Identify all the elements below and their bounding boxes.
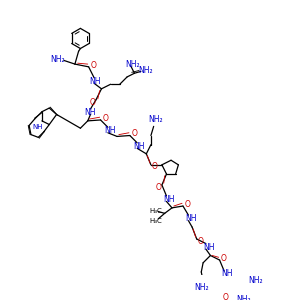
Text: O: O — [155, 183, 161, 192]
Text: O: O — [89, 98, 95, 107]
Text: NH₂: NH₂ — [194, 283, 208, 292]
Text: NH₂: NH₂ — [125, 60, 140, 69]
Text: NH: NH — [89, 77, 101, 86]
Text: O: O — [90, 61, 96, 70]
Text: NH₂: NH₂ — [50, 55, 65, 64]
Text: NH₂: NH₂ — [236, 295, 251, 300]
Text: H₃C: H₃C — [149, 208, 162, 214]
Text: O: O — [220, 254, 226, 263]
Text: NH: NH — [185, 214, 197, 224]
Text: NH₂: NH₂ — [148, 116, 163, 124]
Text: O: O — [102, 114, 108, 123]
Text: NH: NH — [133, 142, 145, 151]
Text: O: O — [197, 237, 203, 246]
Text: NH: NH — [221, 269, 233, 278]
Text: O: O — [131, 129, 137, 138]
Text: NH₂: NH₂ — [248, 276, 262, 285]
Text: NH: NH — [32, 124, 43, 130]
Text: NH: NH — [164, 195, 175, 204]
Text: O: O — [152, 162, 158, 171]
Text: NH: NH — [84, 108, 95, 117]
Text: H₃C: H₃C — [149, 218, 162, 224]
Text: O: O — [223, 293, 229, 300]
Text: NH₂: NH₂ — [138, 66, 153, 75]
Text: NH: NH — [104, 126, 116, 135]
Text: NH: NH — [203, 243, 214, 252]
Text: O: O — [184, 200, 190, 209]
